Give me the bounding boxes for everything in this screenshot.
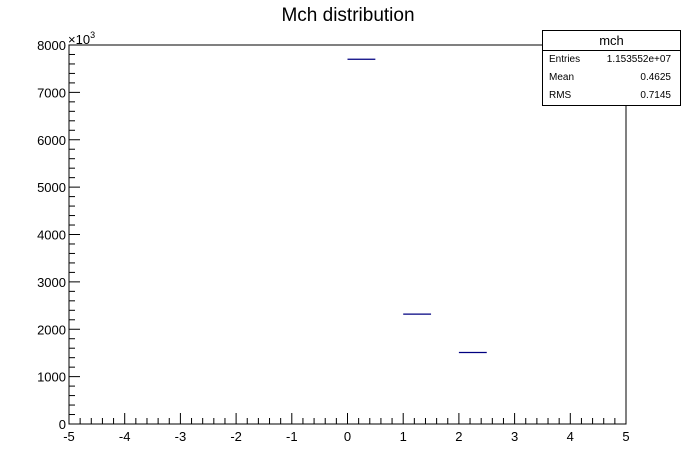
y-tick-label: 4000: [37, 228, 66, 243]
x-tick-label: 0: [344, 429, 351, 444]
stats-label: Entries: [549, 54, 581, 65]
y-tick-label: 7000: [37, 85, 66, 100]
stats-value: 0.7145: [640, 90, 671, 101]
y-tick-label: 5000: [37, 180, 66, 195]
y-tick-label: 8000: [37, 38, 66, 53]
y-axis: 0 1000 2000 3000 4000 5000 6000 7000 8000: [37, 38, 80, 432]
stats-row-rms: RMS 0.7145: [543, 87, 680, 105]
stats-label: RMS: [549, 90, 572, 101]
x-tick-label: -5: [63, 429, 75, 444]
stats-box: mch Entries 1.153552e+07 Mean 0.4625 RMS…: [542, 30, 681, 106]
stats-row-mean: Mean 0.4625: [543, 69, 680, 87]
y-multiplier-label: ×103: [68, 30, 95, 47]
stats-value: 1.153552e+07: [606, 54, 671, 65]
x-tick-label: 5: [622, 429, 629, 444]
y-tick-label: 3000: [37, 275, 66, 290]
x-tick-label: -1: [286, 429, 298, 444]
x-axis: -5 -4 -3 -2 -1 0 1 2 3 4 5: [63, 413, 630, 444]
y-tick-label: 0: [59, 417, 66, 432]
y-tick-label: 1000: [37, 370, 66, 385]
stats-value: 0.4625: [640, 72, 671, 83]
chart-title: Mch distribution: [281, 5, 415, 26]
x-tick-label: 2: [455, 429, 462, 444]
x-tick-label: 1: [400, 429, 407, 444]
x-tick-label: -3: [175, 429, 187, 444]
stats-label: Mean: [549, 72, 575, 83]
x-tick-label: 3: [511, 429, 518, 444]
x-tick-label: -4: [119, 429, 131, 444]
x-tick-label: -2: [230, 429, 242, 444]
histogram-bins: [347, 58, 487, 354]
stats-row-entries: Entries 1.153552e+07: [543, 51, 680, 69]
stats-box-title: mch: [543, 31, 680, 51]
y-tick-label: 2000: [37, 322, 66, 337]
y-tick-label: 6000: [37, 133, 66, 148]
x-tick-label: 4: [567, 429, 574, 444]
